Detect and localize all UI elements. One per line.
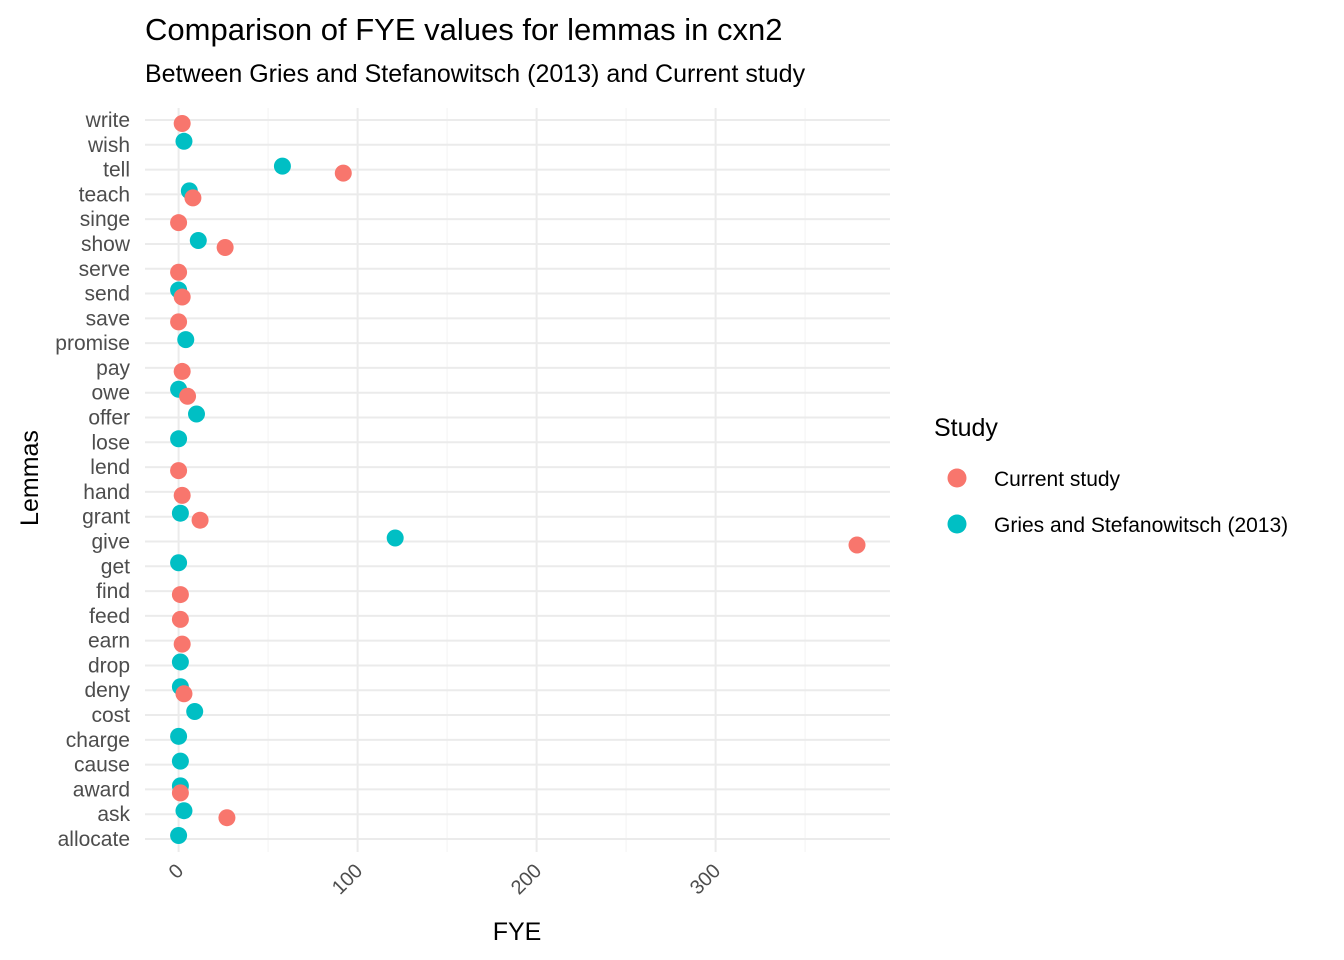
data-point <box>173 486 191 504</box>
x-axis-title: FYE <box>493 918 542 946</box>
data-point <box>188 405 205 423</box>
data-point <box>170 727 188 745</box>
chart-subtitle: Between Gries and Stefanowitsch (2013) a… <box>145 60 806 88</box>
data-point <box>170 554 188 572</box>
data-point <box>386 529 404 547</box>
y-tick-label: give <box>91 530 130 553</box>
y-tick-label: lend <box>90 456 130 479</box>
x-tick-label: 0 <box>165 860 188 883</box>
y-tick-label: get <box>101 555 130 578</box>
y-tick-label: cause <box>74 754 130 777</box>
data-point <box>170 313 188 331</box>
data-point <box>177 331 195 349</box>
x-tick-label: 300 <box>686 860 725 899</box>
data-point <box>186 703 204 721</box>
data-point <box>179 387 197 405</box>
y-tick-label: tell <box>103 159 130 182</box>
y-tick-label: teach <box>79 183 130 206</box>
legend-key <box>947 514 967 534</box>
data-point <box>175 685 193 703</box>
data-point <box>171 610 189 628</box>
y-tick-label: deny <box>84 679 130 702</box>
y-tick-label: send <box>84 283 130 306</box>
data-point <box>334 164 352 182</box>
data-points <box>170 115 866 844</box>
y-tick-label: lose <box>91 431 130 454</box>
data-point <box>170 827 188 844</box>
y-axis-title: Lemmas <box>16 430 44 526</box>
data-point <box>848 536 866 554</box>
legend-label: Current study <box>994 468 1121 491</box>
y-tick-label: singe <box>80 208 130 231</box>
y-tick-label: drop <box>88 654 130 677</box>
data-point <box>171 752 189 770</box>
y-tick-label: serve <box>79 258 130 281</box>
data-point <box>170 430 188 448</box>
y-tick-label: grant <box>82 506 130 529</box>
y-tick-label: earn <box>88 630 130 653</box>
y-tick-label: promise <box>55 332 130 355</box>
y-tick-label: feed <box>89 605 130 628</box>
data-point <box>218 809 236 827</box>
y-tick-label: save <box>86 307 130 330</box>
y-tick-label: ask <box>97 803 130 826</box>
y-tick-label: write <box>85 109 130 132</box>
data-point <box>216 238 234 256</box>
x-axis-ticks: 0 100 200 300 <box>165 860 725 899</box>
y-tick-label: hand <box>83 481 130 504</box>
data-point <box>170 263 188 281</box>
data-point <box>173 115 191 132</box>
data-point <box>175 802 193 820</box>
y-tick-label: award <box>73 778 130 801</box>
chart-title: Comparison of FYE values for lemmas in c… <box>145 12 783 47</box>
y-tick-label: find <box>96 580 130 603</box>
y-tick-label: cost <box>91 704 130 727</box>
data-point <box>171 504 189 522</box>
grid-layer <box>145 108 890 852</box>
data-point <box>189 231 207 249</box>
y-tick-label: owe <box>91 382 130 405</box>
data-point <box>170 462 188 480</box>
data-point <box>173 635 191 653</box>
data-point <box>175 132 193 150</box>
data-point <box>171 586 189 604</box>
data-point <box>171 784 189 802</box>
y-tick-label: show <box>81 233 131 256</box>
y-tick-label: charge <box>66 729 130 752</box>
data-point <box>273 157 291 175</box>
data-point <box>184 189 202 207</box>
legend: Study Current study Gries and Stefanowits… <box>934 414 1288 537</box>
y-axis-ticks: writewishtellteachsingeshowservesendsave… <box>55 109 131 851</box>
data-point <box>173 362 191 380</box>
y-tick-label: offer <box>88 407 130 430</box>
data-point <box>191 511 209 529</box>
y-tick-label: allocate <box>58 828 130 851</box>
data-point <box>171 653 189 671</box>
y-tick-label: wish <box>87 134 130 157</box>
legend-title: Study <box>934 414 998 442</box>
legend-label: Gries and Stefanowitsch (2013) <box>994 514 1288 537</box>
x-tick-label: 100 <box>328 860 367 899</box>
data-point <box>170 214 188 232</box>
data-point <box>173 288 191 306</box>
legend-key <box>947 468 967 488</box>
y-tick-label: pay <box>96 357 130 380</box>
x-tick-label: 200 <box>507 860 546 899</box>
